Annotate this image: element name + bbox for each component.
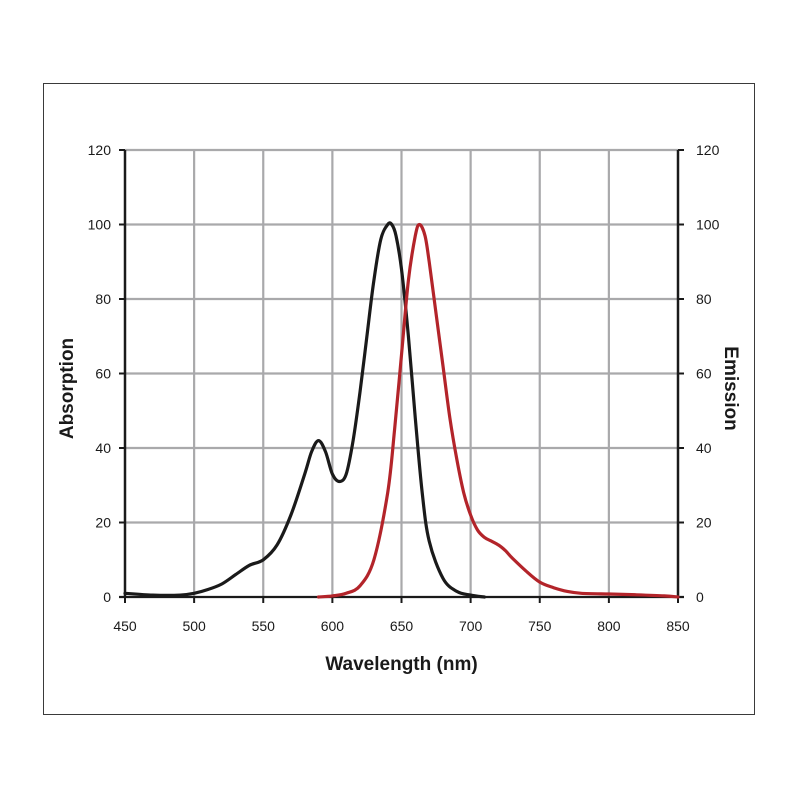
y-tick-label-right: 0 xyxy=(696,589,704,605)
x-tick-label: 850 xyxy=(666,618,690,634)
tick-labels: 0 0 20 20 40 40 60 60 80 80 100 100 120 120 450 500 550 6… xyxy=(88,142,720,634)
x-tick-label: 750 xyxy=(528,618,552,634)
chart-frame xyxy=(43,83,755,715)
grid xyxy=(125,148,678,597)
y-tick-label-right: 120 xyxy=(696,142,720,158)
y-tick-label-right: 20 xyxy=(696,515,712,531)
y-axis-title-left: Absorption xyxy=(57,338,78,439)
emission-curve xyxy=(316,222,680,599)
ticks xyxy=(119,149,684,603)
y-axis-title-right: Emission xyxy=(720,346,741,430)
y-tick-label-left: 20 xyxy=(95,515,111,531)
series-group xyxy=(123,221,680,599)
absorption-curve xyxy=(123,221,486,599)
y-tick-label-right: 60 xyxy=(696,366,712,382)
x-axis-title: Wavelength (nm) xyxy=(325,654,477,675)
x-tick-label: 550 xyxy=(252,618,276,634)
y-tick-label-left: 80 xyxy=(95,291,111,307)
x-tick-label: 600 xyxy=(321,618,345,634)
x-tick-label: 450 xyxy=(113,618,137,634)
x-tick-label: 650 xyxy=(390,618,414,634)
y-tick-label-right: 100 xyxy=(696,217,720,233)
x-tick-label: 800 xyxy=(597,618,621,634)
y-tick-label-right: 40 xyxy=(696,440,712,456)
y-tick-label-left: 40 xyxy=(95,440,111,456)
x-tick-label: 500 xyxy=(182,618,206,634)
y-tick-label-left: 100 xyxy=(88,217,112,233)
y-tick-label-left: 0 xyxy=(103,589,111,605)
y-tick-label-left: 120 xyxy=(88,142,112,158)
y-tick-label-right: 80 xyxy=(696,291,712,307)
x-tick-label: 700 xyxy=(459,618,483,634)
y-tick-label-left: 60 xyxy=(95,366,111,382)
